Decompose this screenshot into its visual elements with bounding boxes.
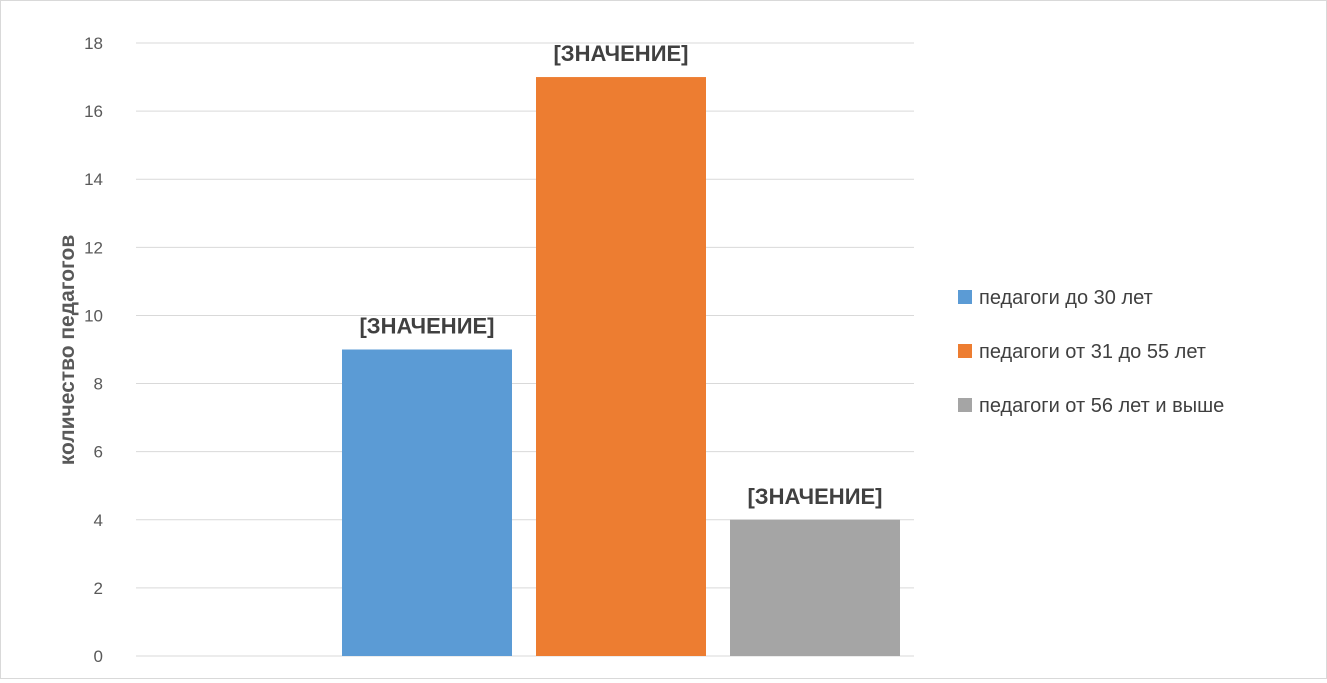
legend-swatch-2: [958, 344, 972, 358]
y-tick-label: 2: [94, 579, 103, 598]
y-axis-title: количество педагогов: [56, 235, 79, 466]
y-tick-label: 6: [94, 443, 103, 462]
legend-label-1: педагоги до 30 лет: [979, 287, 1153, 309]
y-tick-label: 14: [84, 170, 103, 189]
legend-label-2: педагоги от 31 до 55 лет: [979, 341, 1206, 363]
legend-swatch-3: [958, 398, 972, 412]
y-tick-label: 12: [84, 238, 103, 257]
bar-1: [342, 349, 512, 656]
bars: [342, 77, 900, 657]
bar-2: [536, 77, 706, 657]
data-label-1: [ЗНАЧЕНИЕ]: [359, 314, 494, 339]
gridlines: [136, 42, 914, 657]
legend: педагоги до 30 лет педагоги от 31 до 55 л…: [958, 287, 1224, 417]
legend-label-3: педагоги от 56 лет и выше: [979, 395, 1224, 417]
bar-3: [730, 519, 900, 656]
y-axis-ticks: 0 2 4 6 8 10 12 14 16 18: [84, 34, 103, 666]
data-label-3: [ЗНАЧЕНИЕ]: [747, 484, 882, 509]
data-label-2: [ЗНАЧЕНИЕ]: [553, 41, 688, 66]
y-tick-label: 18: [84, 34, 103, 53]
y-tick-label: 4: [94, 511, 103, 530]
y-tick-label: 16: [84, 102, 103, 121]
data-labels: [ЗНАЧЕНИЕ] [ЗНАЧЕНИЕ] [ЗНАЧЕНИЕ]: [359, 41, 882, 509]
y-tick-label: 8: [94, 375, 103, 394]
legend-swatch-1: [958, 290, 972, 304]
y-tick-label: 10: [84, 306, 103, 325]
y-tick-label: 0: [94, 647, 103, 666]
